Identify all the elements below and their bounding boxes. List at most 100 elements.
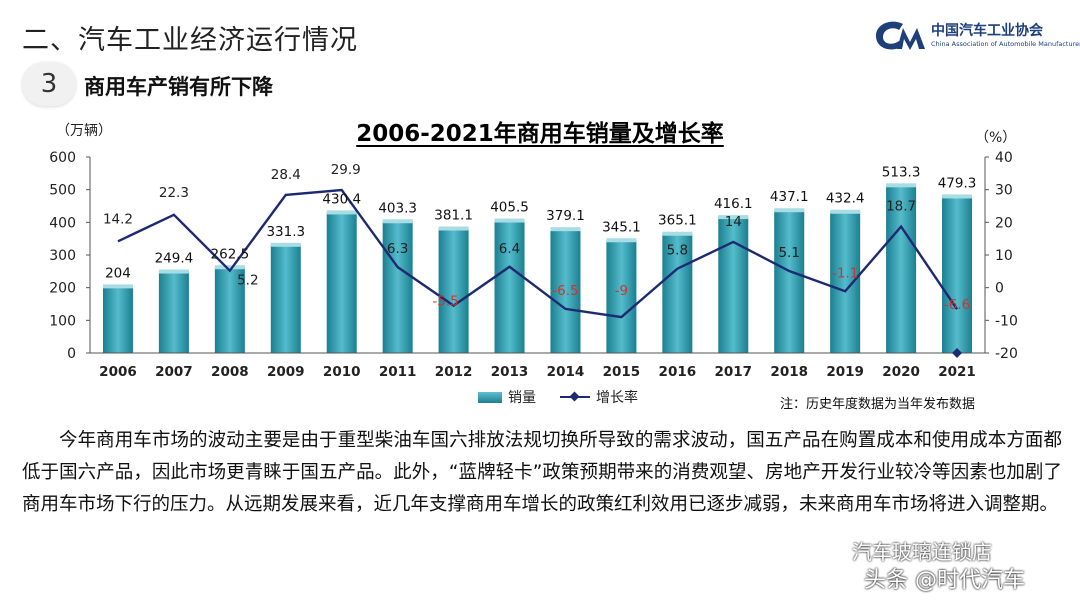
sales-bar-cap — [102, 284, 133, 289]
sales-bar-cap — [494, 218, 525, 223]
sales-bar-cap — [774, 208, 805, 213]
sales-bar-cap — [662, 231, 693, 236]
sales-bar-label: 262.5 — [211, 246, 250, 262]
sales-bar — [718, 217, 749, 353]
x-tick-label: 2015 — [603, 364, 641, 380]
sales-bar-label: 513.3 — [882, 164, 921, 180]
x-tick-label: 2010 — [323, 364, 361, 380]
sales-bar-label: 437.1 — [770, 189, 809, 205]
legend-swatch-sales — [478, 391, 502, 403]
growth-point-label: 18.7 — [886, 199, 916, 215]
y-left-tick-label: 600 — [49, 150, 76, 166]
y-left-tick-label: 200 — [49, 281, 76, 297]
wechat-watermark-text: 汽车玻璃连锁店 — [852, 540, 992, 564]
wechat-icon — [820, 541, 845, 559]
growth-point-label: 22.3 — [159, 185, 189, 201]
body-paragraph: 今年商用车市场的波动主要是由于重型柴油车国六排放法规切换所导致的需求波动，国五产… — [22, 430, 1062, 515]
sales-bar-label: 430.4 — [322, 191, 361, 207]
toutiao-watermark: 头条 @时代汽车 — [864, 568, 1025, 593]
growth-point-label: -6.6 — [944, 297, 970, 313]
x-tick-label: 2009 — [267, 364, 305, 380]
sales-bar-label: 379.1 — [546, 208, 585, 224]
sales-bar-cap — [886, 183, 917, 188]
sales-bar — [102, 286, 133, 353]
sales-bar — [830, 211, 861, 353]
section-number-badge: 3 — [22, 62, 76, 106]
chart-legend: 销量 增长率 — [478, 387, 638, 407]
x-tick-label: 2019 — [826, 364, 864, 380]
sales-bar-cap — [270, 242, 301, 247]
wechat-watermark: 汽车玻璃连锁店 — [820, 536, 992, 565]
growth-point-label: -6.5 — [552, 283, 578, 299]
x-tick-label: 2006 — [99, 364, 137, 380]
y-left-tick-label: 400 — [49, 215, 76, 231]
sales-bar — [326, 212, 357, 353]
sales-bar-cap — [942, 194, 973, 199]
legend-swatch-growth — [560, 396, 590, 398]
legend-label-growth: 增长率 — [596, 390, 638, 406]
sales-bar — [214, 267, 245, 353]
sales-bar-label: 381.1 — [434, 208, 473, 224]
sales-bar-cap — [830, 209, 861, 214]
sales-bar-label: 479.3 — [938, 175, 977, 191]
y-right-tick-label: -20 — [995, 346, 1018, 362]
x-tick-label: 2012 — [435, 364, 473, 380]
chart-title-wrap: 2006-2021年商用车销量及增长率 — [0, 114, 1080, 148]
sales-bar — [494, 220, 525, 353]
sales-bar-label: 365.1 — [658, 213, 697, 229]
sales-bar-label: 416.1 — [714, 196, 753, 212]
growth-point-label: 6.4 — [499, 241, 520, 257]
x-tick-label: 2013 — [491, 364, 529, 380]
x-tick-label: 2018 — [770, 364, 808, 380]
association-logo: 中国汽车工业协会 China Association of Automobile… — [873, 16, 1080, 56]
sales-bar-label: 345.1 — [602, 219, 641, 235]
growth-point-label: 28.4 — [271, 167, 301, 183]
sales-bar — [270, 244, 301, 353]
growth-point-label: 14.2 — [103, 211, 133, 227]
caam-logo-icon — [875, 21, 925, 50]
y-right-tick-label: 30 — [995, 183, 1013, 199]
sales-bar-label: 403.3 — [378, 200, 417, 216]
y-right-tick-label: 20 — [995, 215, 1013, 231]
sales-bar-cap — [718, 215, 749, 220]
x-tick-label: 2011 — [379, 364, 417, 380]
sales-bar — [942, 196, 973, 353]
y-left-tick-label: 500 — [49, 183, 76, 199]
sales-bar-cap — [606, 238, 637, 243]
sales-growth-chart: 0 100 200 300 400 500 600 -20 -10 0 10 20 30 40 2006 20… — [49, 150, 1018, 380]
y-right-unit: （%） — [975, 130, 1017, 146]
sales-bar — [382, 221, 413, 353]
x-tick-label: 2014 — [547, 364, 585, 380]
sales-bar — [606, 240, 637, 353]
growth-point-label: 14 — [725, 214, 742, 230]
y-left-unit: （万辆） — [56, 123, 112, 139]
sales-bar-cap — [550, 227, 581, 232]
logo-name-cn: 中国汽车工业协会 — [931, 23, 1043, 39]
growth-line — [117, 188, 959, 319]
x-tick-label: 2017 — [714, 364, 752, 380]
section-title: 二、汽车工业经济运行情况 — [22, 25, 358, 56]
x-tick-label: 2020 — [882, 364, 920, 380]
subsection-title: 商用车产销有所下降 — [84, 75, 273, 99]
x-tick-label: 2007 — [155, 364, 193, 380]
y-left-tick-label: 300 — [49, 248, 76, 264]
y-right-tick-label: 40 — [995, 150, 1013, 166]
y-right-tick-label: 10 — [995, 248, 1013, 264]
sales-bar-label: 331.3 — [266, 224, 305, 240]
y-right-tick-label: -10 — [995, 313, 1018, 329]
sales-bar — [550, 229, 581, 353]
growth-point-label: -9 — [615, 283, 628, 299]
sales-bar-label: 405.5 — [490, 200, 529, 216]
sales-bar-cap — [382, 219, 413, 224]
y-left-tick-label: 0 — [67, 346, 76, 362]
chart-note: 注：历史年度数据为当年发布数据 — [780, 397, 976, 412]
sales-bar-cap — [326, 210, 357, 215]
x-tick-label: 2008 — [211, 364, 249, 380]
y-left-tick-label: 100 — [49, 313, 76, 329]
x-tick-label: 2016 — [659, 364, 697, 380]
logo-name-en: China Association of Automobile Manufact… — [931, 40, 1080, 48]
sales-bar-label: 204 — [105, 265, 131, 281]
growth-point-label: 5.1 — [778, 245, 799, 261]
sales-bar — [662, 233, 693, 353]
growth-point-label: -1.1 — [832, 265, 858, 281]
